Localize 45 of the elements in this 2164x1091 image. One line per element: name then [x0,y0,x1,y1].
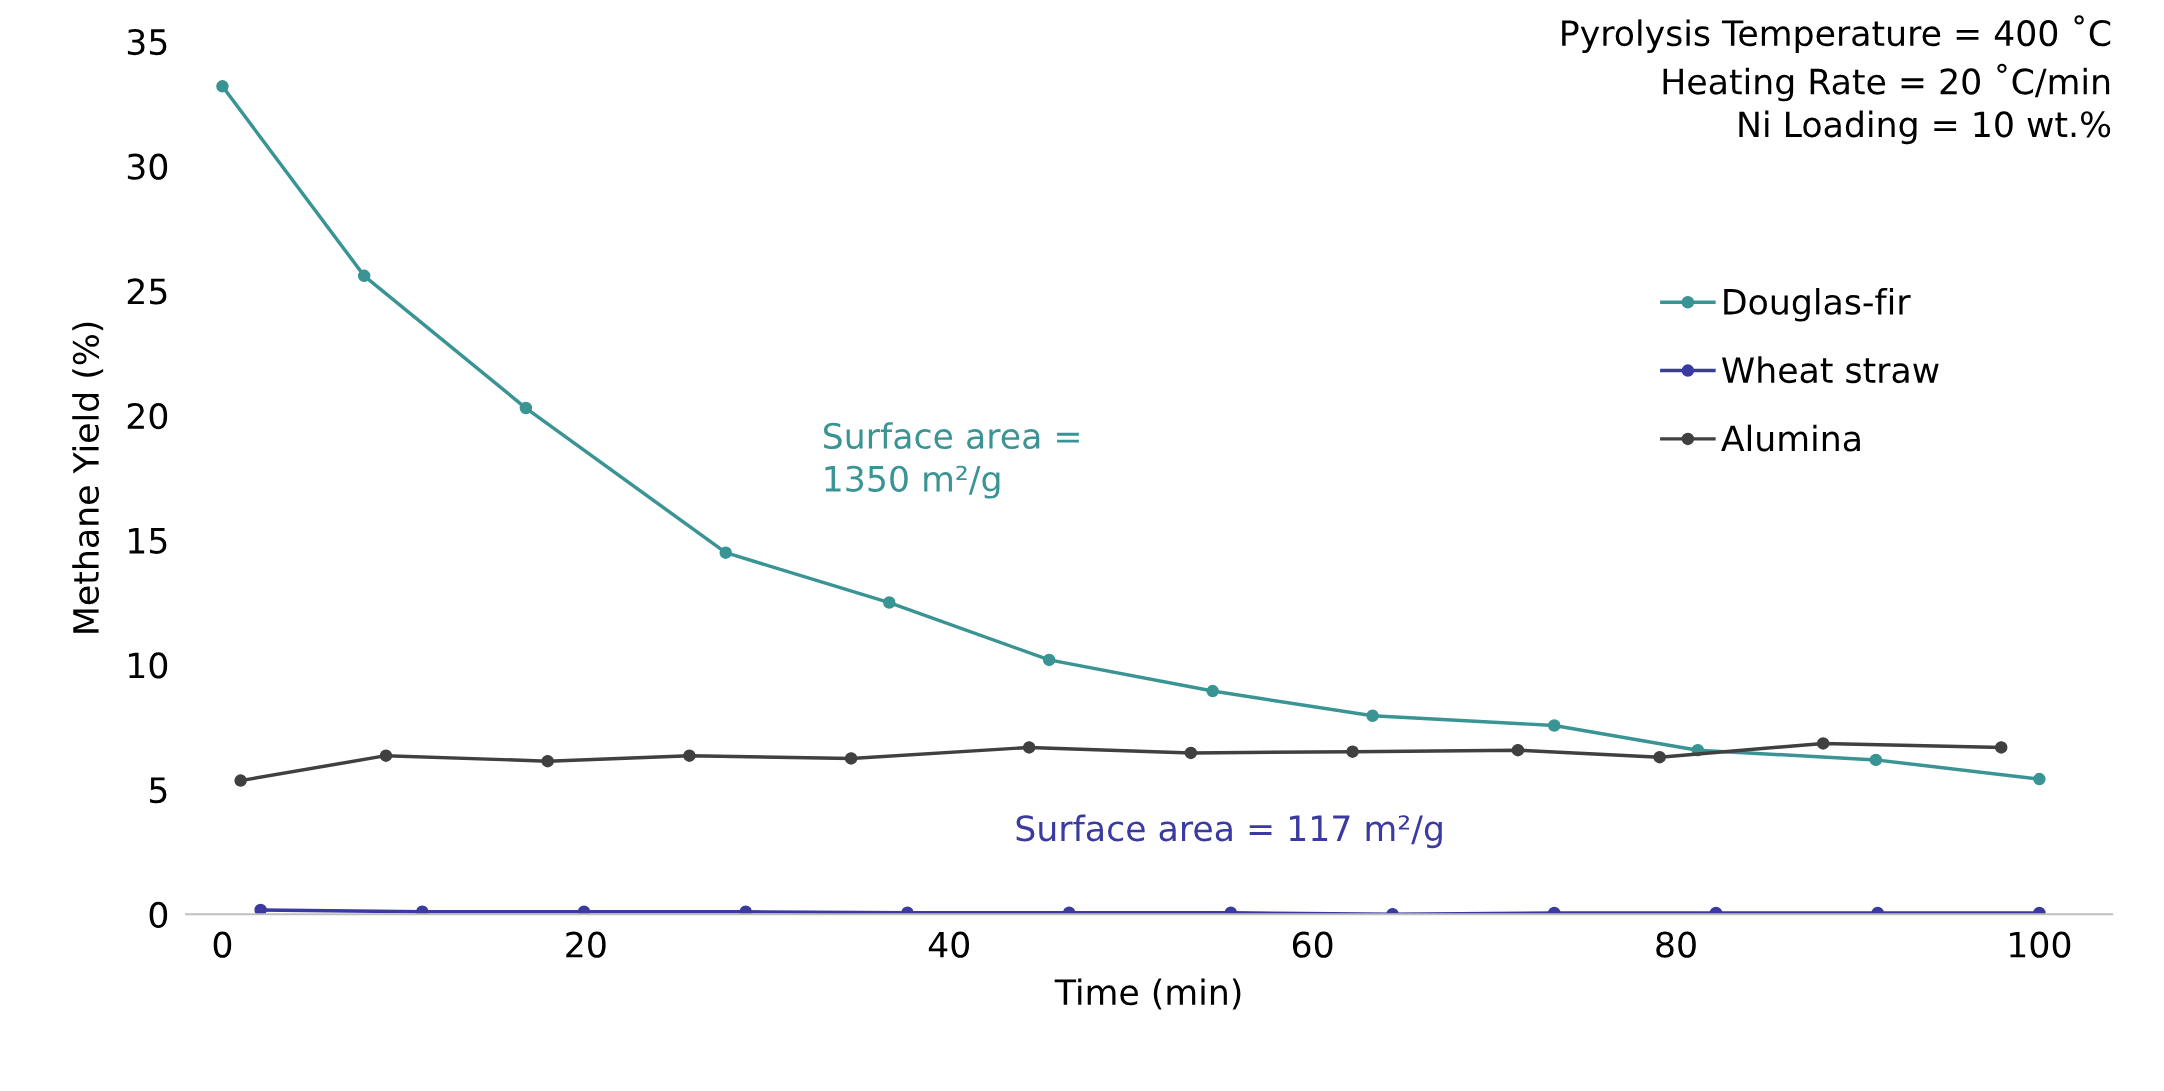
point [719,546,732,559]
point [1511,743,1525,757]
point [683,749,696,762]
annotation: Surface area = 1350 m²/g [823,422,1079,499]
y-tick-label: 15 [129,528,167,554]
point [1869,753,1883,767]
x-tick-label: 40 [928,931,970,958]
point [1346,745,1359,758]
point [541,754,554,768]
point [1366,709,1379,723]
annotation: Surface area = 117 m²/g [1016,814,1442,849]
point [379,749,393,762]
x-tick-label: 80 [1656,931,1696,958]
point [1994,741,2008,754]
point [1206,684,1219,698]
point [1042,653,1056,667]
point [1653,750,1666,764]
point [254,903,267,915]
x-tick-label: 100 [2010,931,2071,958]
y-tick-label: 30 [127,153,168,180]
y-tick-label: 0 [149,901,168,928]
point [357,269,371,283]
point [519,401,533,415]
point [1184,746,1198,760]
y-axis-title: Methane Yield (%) [72,322,104,633]
y-tick-label: 25 [127,278,167,305]
y-tick-label: 20 [127,402,168,430]
legend-label: Wheat straw [1722,356,1939,384]
annotation: Pyrolysis Temperature = 400 ˚C Heating Rate = 20 ˚C/min Ni Loading = 10 wt.% [1562,15,2111,145]
point [844,752,858,765]
x-tick-label: 20 [566,931,606,958]
point [883,596,896,609]
legend-label: Douglas-fir [1724,287,1911,322]
x-axis-title: Time (min) [1054,978,1241,1010]
y-tick-label: 35 [127,28,167,56]
y-tick-label: 10 [129,652,168,679]
point [2033,772,2046,786]
point [234,774,247,787]
y-tick-label: 5 [150,777,167,804]
legend-label: Alumina [1721,424,1860,452]
point [1816,737,1830,750]
x-tick-label: 0 [213,931,232,958]
x-tick-label: 60 [1292,931,1333,958]
point [1022,741,1036,754]
point [1548,719,1561,732]
